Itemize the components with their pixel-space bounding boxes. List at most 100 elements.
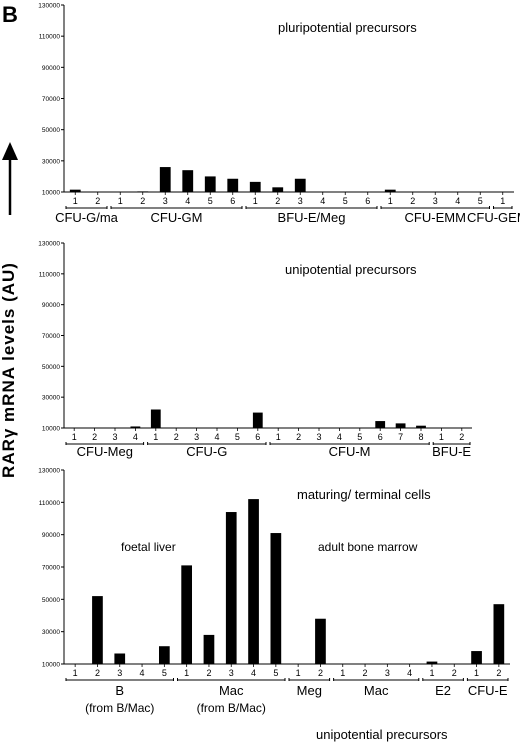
x-tick-label: 5: [343, 196, 348, 206]
y-tick-label: 130000: [38, 3, 60, 10]
x-tick-label: 2: [496, 668, 501, 678]
group-label: CFU-E: [468, 683, 508, 698]
group-label: CFU-G: [186, 444, 227, 459]
y-tick-label: 110000: [39, 500, 61, 507]
x-tick-label: 1: [72, 432, 77, 442]
x-tick-label: 1: [340, 668, 345, 678]
bar: [407, 191, 419, 193]
y-tick-label: 110000: [39, 34, 61, 41]
x-tick-label: 3: [163, 196, 168, 206]
chart-unipotential: unipotential precursors 10000 30000 50000 70…: [38, 241, 472, 459]
y-tick-label: 90000: [42, 532, 60, 539]
y-tick-label: 50000: [42, 597, 60, 604]
y-tick-label: 10000: [42, 190, 60, 197]
panel-letter: B: [2, 2, 18, 27]
x-tick-label: 2: [275, 196, 280, 206]
bar: [493, 604, 505, 664]
bar: [315, 618, 326, 664]
bar: [426, 661, 438, 664]
x-tick-label: 5: [235, 432, 240, 442]
y-axis-label: RARγ mRNA levels (AU): [0, 262, 18, 478]
bar: [69, 427, 80, 429]
y-tick-label: 10000: [42, 662, 60, 669]
bar: [158, 646, 170, 664]
x-tick-label: 8: [418, 432, 423, 442]
x-tick-label: 4: [320, 196, 325, 206]
x-tick-label: 4: [133, 432, 138, 442]
bar: [69, 189, 81, 192]
x-tick-label: 1: [153, 432, 158, 442]
bar: [334, 427, 345, 429]
x-tick-label: 2: [95, 196, 100, 206]
chart-title: unipotential precursors: [285, 262, 417, 277]
bar: [203, 634, 215, 664]
chart-maturing-terminal: maturing/ terminal cells foetal liver adul…: [38, 468, 510, 715]
group-label: Mac: [219, 683, 244, 698]
bar: [293, 427, 304, 429]
bar: [232, 427, 243, 429]
y-tick-label: 70000: [42, 565, 60, 572]
bar: [227, 178, 239, 192]
chart-title: maturing/ terminal cells: [297, 487, 431, 502]
chart-pluripotential: pluripotential precursors 10000 30000 50000…: [38, 3, 520, 226]
bar: [471, 651, 482, 664]
x-tick-label: 2: [95, 668, 100, 678]
bar: [362, 191, 374, 193]
group-label: Mac: [364, 683, 389, 698]
y-tick-label: 70000: [42, 333, 60, 340]
x-tick-label: 1: [439, 432, 444, 442]
bar: [448, 663, 460, 665]
y-tick-label: 50000: [42, 364, 60, 371]
footer-label: unipotential precursors: [316, 727, 448, 742]
bar: [339, 191, 351, 193]
x-tick-label: 6: [365, 196, 370, 206]
bar: [314, 427, 324, 429]
annotation: foetal liver: [121, 540, 176, 554]
x-tick-label: 1: [474, 668, 479, 678]
x-tick-label: 2: [410, 196, 415, 206]
group-label: CFU-Meg: [77, 444, 133, 459]
group-label: E2: [435, 683, 451, 698]
x-tick-label: 4: [455, 196, 460, 206]
group-label: CFU-M: [329, 444, 371, 459]
x-tick-label: 2: [174, 432, 179, 442]
x-tick-label: 5: [357, 432, 362, 442]
y-axis-arrow: [2, 142, 18, 215]
bar: [69, 663, 81, 665]
x-tick-label: 2: [363, 668, 368, 678]
y-tick-label: 70000: [42, 96, 60, 103]
bar: [381, 663, 393, 665]
bar: [92, 596, 103, 664]
bar: [456, 427, 467, 429]
x-tick-label: 1: [500, 196, 505, 206]
bar: [114, 191, 126, 193]
bar: [292, 663, 304, 665]
x-tick-label: 1: [184, 668, 189, 678]
group-label: BFU-E: [432, 444, 471, 459]
bar: [182, 170, 194, 192]
bar: [395, 423, 406, 428]
chart-title: pluripotential precursors: [278, 20, 417, 35]
x-tick-label: 2: [92, 432, 97, 442]
group-label: CFU-GEMM: [467, 210, 520, 225]
bar: [384, 189, 396, 192]
x-tick-label: 3: [433, 196, 438, 206]
x-tick-label: 4: [140, 668, 145, 678]
bar: [273, 427, 284, 429]
x-tick-label: 3: [112, 432, 117, 442]
y-tick-label: 130000: [38, 241, 60, 248]
group-label: CFU-EMM: [405, 210, 466, 225]
bar: [212, 427, 222, 429]
x-tick-label: 7: [398, 432, 403, 442]
bar: [416, 425, 426, 428]
bar: [404, 663, 416, 665]
x-tick-label: 5: [273, 668, 278, 678]
y-tick-label: 10000: [42, 426, 60, 433]
x-tick-label: 4: [251, 668, 256, 678]
group-sublabel: (from B/Mac): [85, 701, 154, 715]
bar: [191, 427, 202, 429]
x-tick-label: 1: [388, 196, 393, 206]
x-tick-label: 2: [296, 432, 301, 442]
x-tick-label: 2: [206, 668, 211, 678]
bar: [137, 191, 149, 193]
